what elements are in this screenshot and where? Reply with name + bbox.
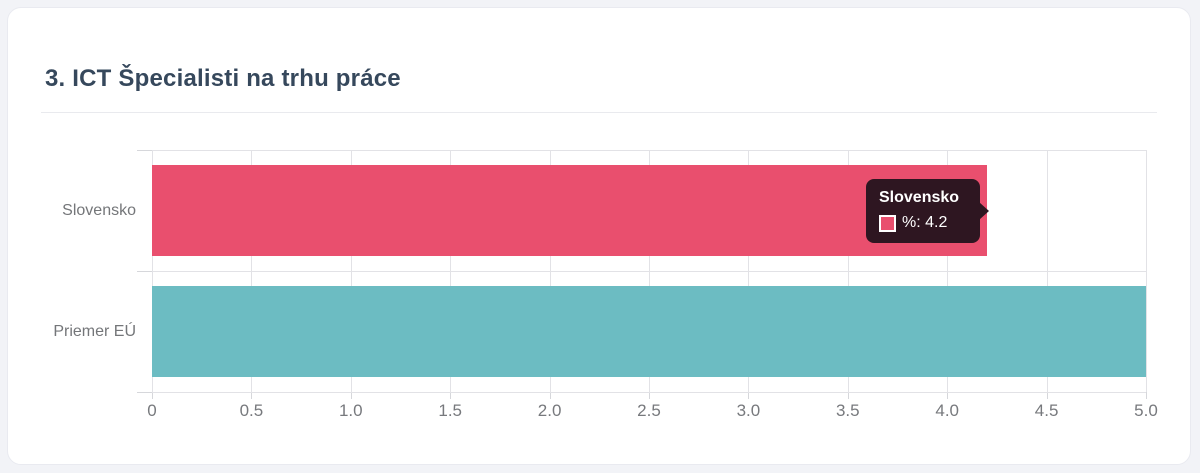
vertical-gridline: [1146, 150, 1147, 392]
x-axis-tick-label: 4.5: [1034, 401, 1059, 420]
y-axis-label: Slovensko: [62, 202, 136, 219]
x-axis-tick-label: 1.5: [438, 401, 463, 420]
x-axis-tick-mark: [549, 392, 551, 399]
y-axis-tick-mark: [137, 271, 152, 272]
tooltip-title: Slovensko: [879, 189, 960, 206]
horizontal-gridline: [152, 392, 1146, 393]
x-axis-tick-label: 1.0: [338, 401, 363, 420]
x-axis-tick-label: 0.5: [239, 401, 264, 420]
bar-priemer-e-[interactable]: [152, 286, 1146, 377]
x-axis-tick-mark: [847, 392, 849, 399]
horizontal-gridline: [152, 271, 1146, 272]
x-axis-tick-label: 2.5: [637, 401, 661, 420]
y-axis-tick-mark: [137, 392, 152, 393]
x-axis-tick-mark: [450, 392, 452, 399]
bar-slovensko[interactable]: [152, 165, 987, 256]
x-axis-tick-label: 3.0: [736, 401, 761, 420]
chart-title: 3. ICT Špecialisti na trhu práce: [45, 65, 401, 92]
x-axis-tick-mark: [251, 392, 253, 399]
x-axis-tick-label: 5.0: [1134, 401, 1158, 420]
x-axis-tick-mark: [947, 392, 949, 399]
horizontal-gridline: [152, 150, 1146, 151]
x-axis-tick-mark: [350, 392, 352, 399]
tooltip-arrow-icon: [979, 202, 989, 220]
x-axis-tick-mark: [1046, 392, 1048, 399]
x-axis-tick-label: 2.0: [537, 401, 562, 420]
x-axis-tick-label: 3.5: [835, 401, 860, 420]
x-axis-tick-mark: [152, 392, 153, 399]
x-axis-tick-label: 4.0: [935, 401, 960, 420]
tooltip-value-row: %: 4.2: [879, 214, 967, 232]
title-divider: [41, 112, 1157, 113]
x-axis-tick-mark: [649, 392, 650, 399]
y-axis-tick-mark: [137, 150, 152, 151]
x-axis-tick-mark: [748, 392, 750, 399]
y-axis-category-labels: Slovensko Priemer EÚ: [0, 150, 136, 392]
plot-area: [137, 150, 1147, 399]
tooltip-value-label: %: 4.2: [902, 214, 948, 231]
series-swatch-icon: [879, 214, 896, 232]
x-axis-tick-mark: [1146, 392, 1147, 399]
x-axis-tick-labels: 0 0.5 1.0 1.5 2.0 2.5 3.0 3.5 4.0 4.5 5.0: [147, 401, 1158, 425]
tooltip: Slovensko %: 4.2: [866, 179, 989, 243]
y-axis-label: Priemer EÚ: [53, 323, 136, 340]
x-axis-tick-label: 0: [147, 401, 157, 420]
